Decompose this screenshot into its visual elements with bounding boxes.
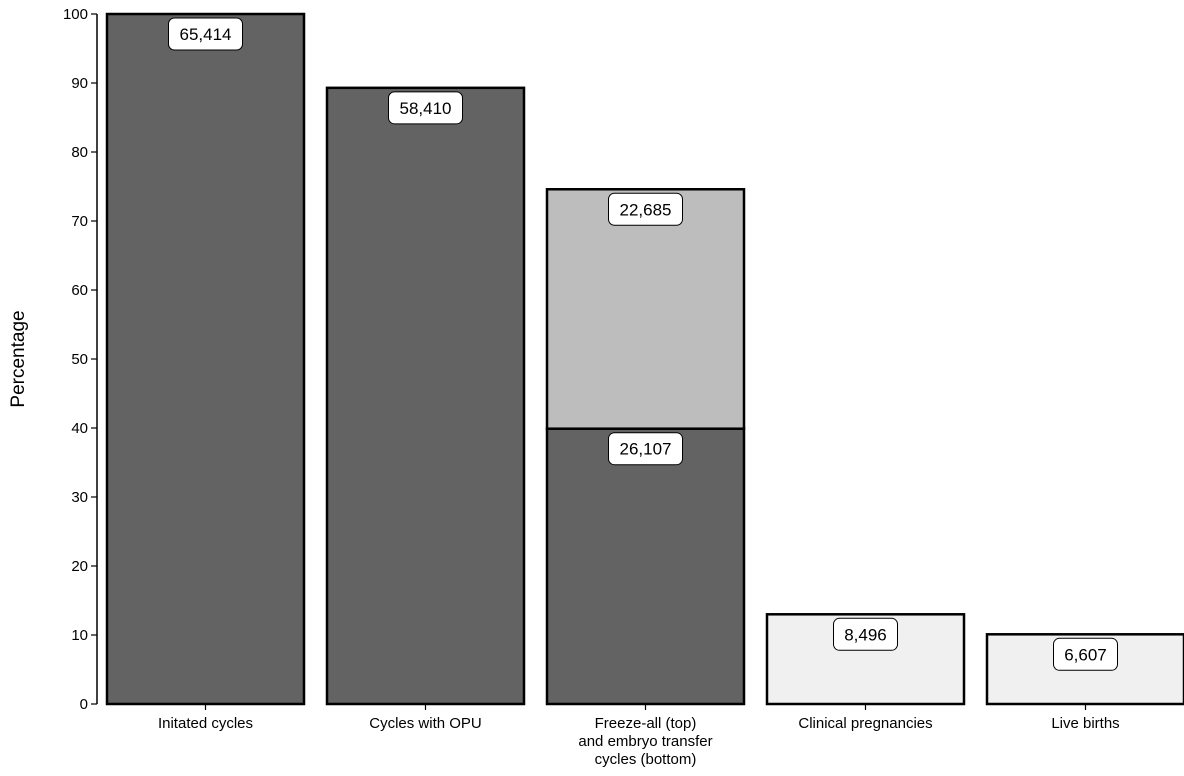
x-tick-label-line: Cycles with OPU xyxy=(369,715,482,732)
bar-segment xyxy=(545,188,746,430)
bar-segment xyxy=(545,427,746,706)
x-tick-label: Live births xyxy=(1051,715,1119,732)
x-tick-label-line: Clinical pregnancies xyxy=(798,715,932,732)
y-tick-label: 100 xyxy=(63,6,88,23)
y-tick-label: 50 xyxy=(71,351,88,368)
data-labels-layer: 65,414 58,410 26,107 22,685 8,496 6,607 xyxy=(168,17,1118,671)
data-label: 58,410 xyxy=(400,99,452,118)
x-tick-label-line: Live births xyxy=(1051,715,1119,732)
y-tick-label: 20 xyxy=(71,558,88,575)
bars-layer xyxy=(105,12,1184,706)
y-tick-label: 70 xyxy=(71,213,88,230)
x-tick-label: Freeze-all (top) and embryo transfer cycle… xyxy=(578,715,712,768)
x-tick-label-line: Freeze-all (top) xyxy=(595,715,697,732)
x-tick-label: Clinical pregnancies xyxy=(798,715,932,732)
x-ticks-layer: Initated cycles Cycles with OPU Freeze-all… xyxy=(158,704,1120,768)
y-ticks-layer: 0 10 20 30 40 50 60 70 80 90 100 xyxy=(63,6,97,713)
data-label: 8,496 xyxy=(844,625,887,644)
y-axis-label: Percentage xyxy=(8,310,29,407)
data-label-box xyxy=(608,432,683,466)
y-tick-label: 40 xyxy=(71,420,88,437)
data-label-box xyxy=(388,91,463,125)
x-tick-label-line: cycles (bottom) xyxy=(595,751,697,768)
y-tick-label: 0 xyxy=(80,696,88,713)
x-tick-label-line: Initated cycles xyxy=(158,715,253,732)
x-tick-label-line: and embryo transfer xyxy=(578,733,712,750)
data-label-box xyxy=(1053,637,1118,671)
data-label: 26,107 xyxy=(620,440,672,459)
data-label: 22,685 xyxy=(620,200,672,219)
data-label-box xyxy=(168,17,243,51)
data-label-box xyxy=(608,192,683,226)
y-tick-label: 30 xyxy=(71,489,88,506)
x-tick-label: Cycles with OPU xyxy=(369,715,482,732)
data-label: 65,414 xyxy=(180,25,232,44)
x-tick-label: Initated cycles xyxy=(158,715,253,732)
data-label-box xyxy=(833,617,898,651)
bar-segment xyxy=(325,86,526,706)
y-tick-label: 10 xyxy=(71,627,88,644)
y-tick-label: 90 xyxy=(71,75,88,92)
y-tick-label: 80 xyxy=(71,144,88,161)
bar-segment xyxy=(105,12,306,706)
y-tick-label: 60 xyxy=(71,282,88,299)
data-label: 6,607 xyxy=(1064,645,1107,664)
